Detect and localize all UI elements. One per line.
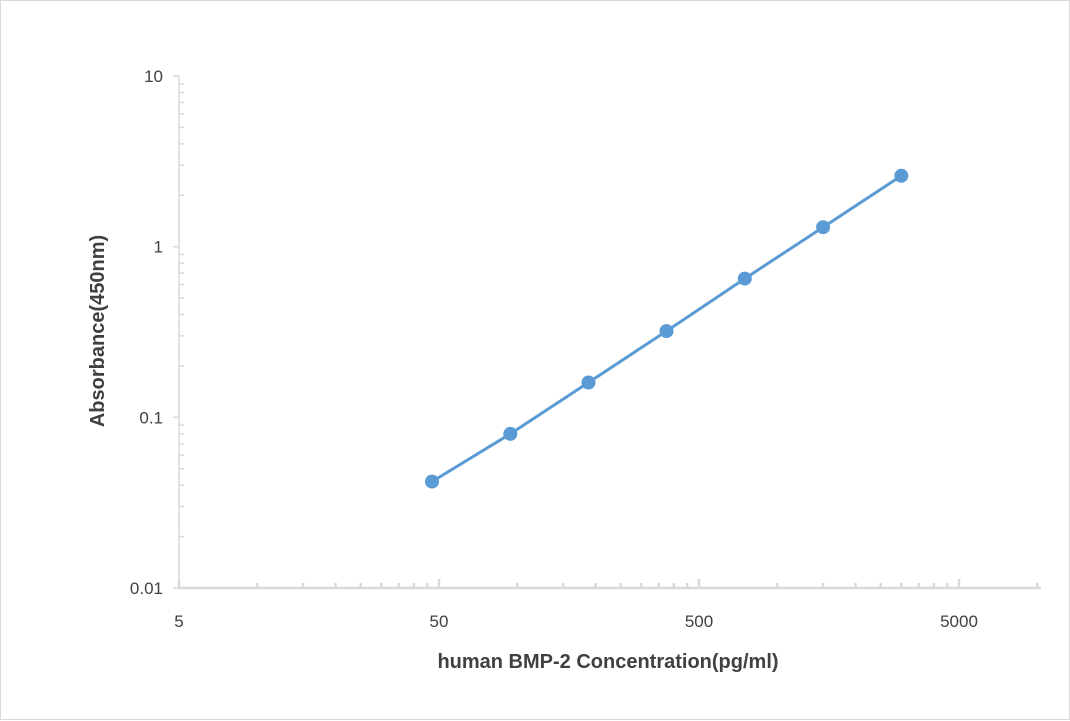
data-point [581,375,596,390]
y-axis [173,75,184,589]
y-axis-title: Absorbance(450nm) [87,235,109,427]
data-point [737,271,752,286]
series-layer [425,168,909,489]
x-tick-label: 5 [174,612,183,631]
data-point [425,474,439,489]
y-tick-labels: 0.01 0.1 1 10 [130,67,163,598]
y-tick-label: 0.01 [130,579,163,598]
x-tick-label: 5000 [940,612,978,631]
data-point [816,220,831,235]
y-tick-label: 0.1 [139,408,163,427]
data-point [503,426,518,441]
data-point [894,168,909,183]
x-tick-label: 500 [685,612,713,631]
x-axis-title: human BMP-2 Concentration(pg/ml) [437,651,778,673]
x-tick-label: 50 [430,612,449,631]
x-tick-labels: 5 50 500 5000 [174,612,978,631]
y-tick-label: 10 [144,67,163,86]
x-axis [177,579,1041,590]
y-tick-label: 1 [154,238,163,257]
data-point [659,324,674,339]
